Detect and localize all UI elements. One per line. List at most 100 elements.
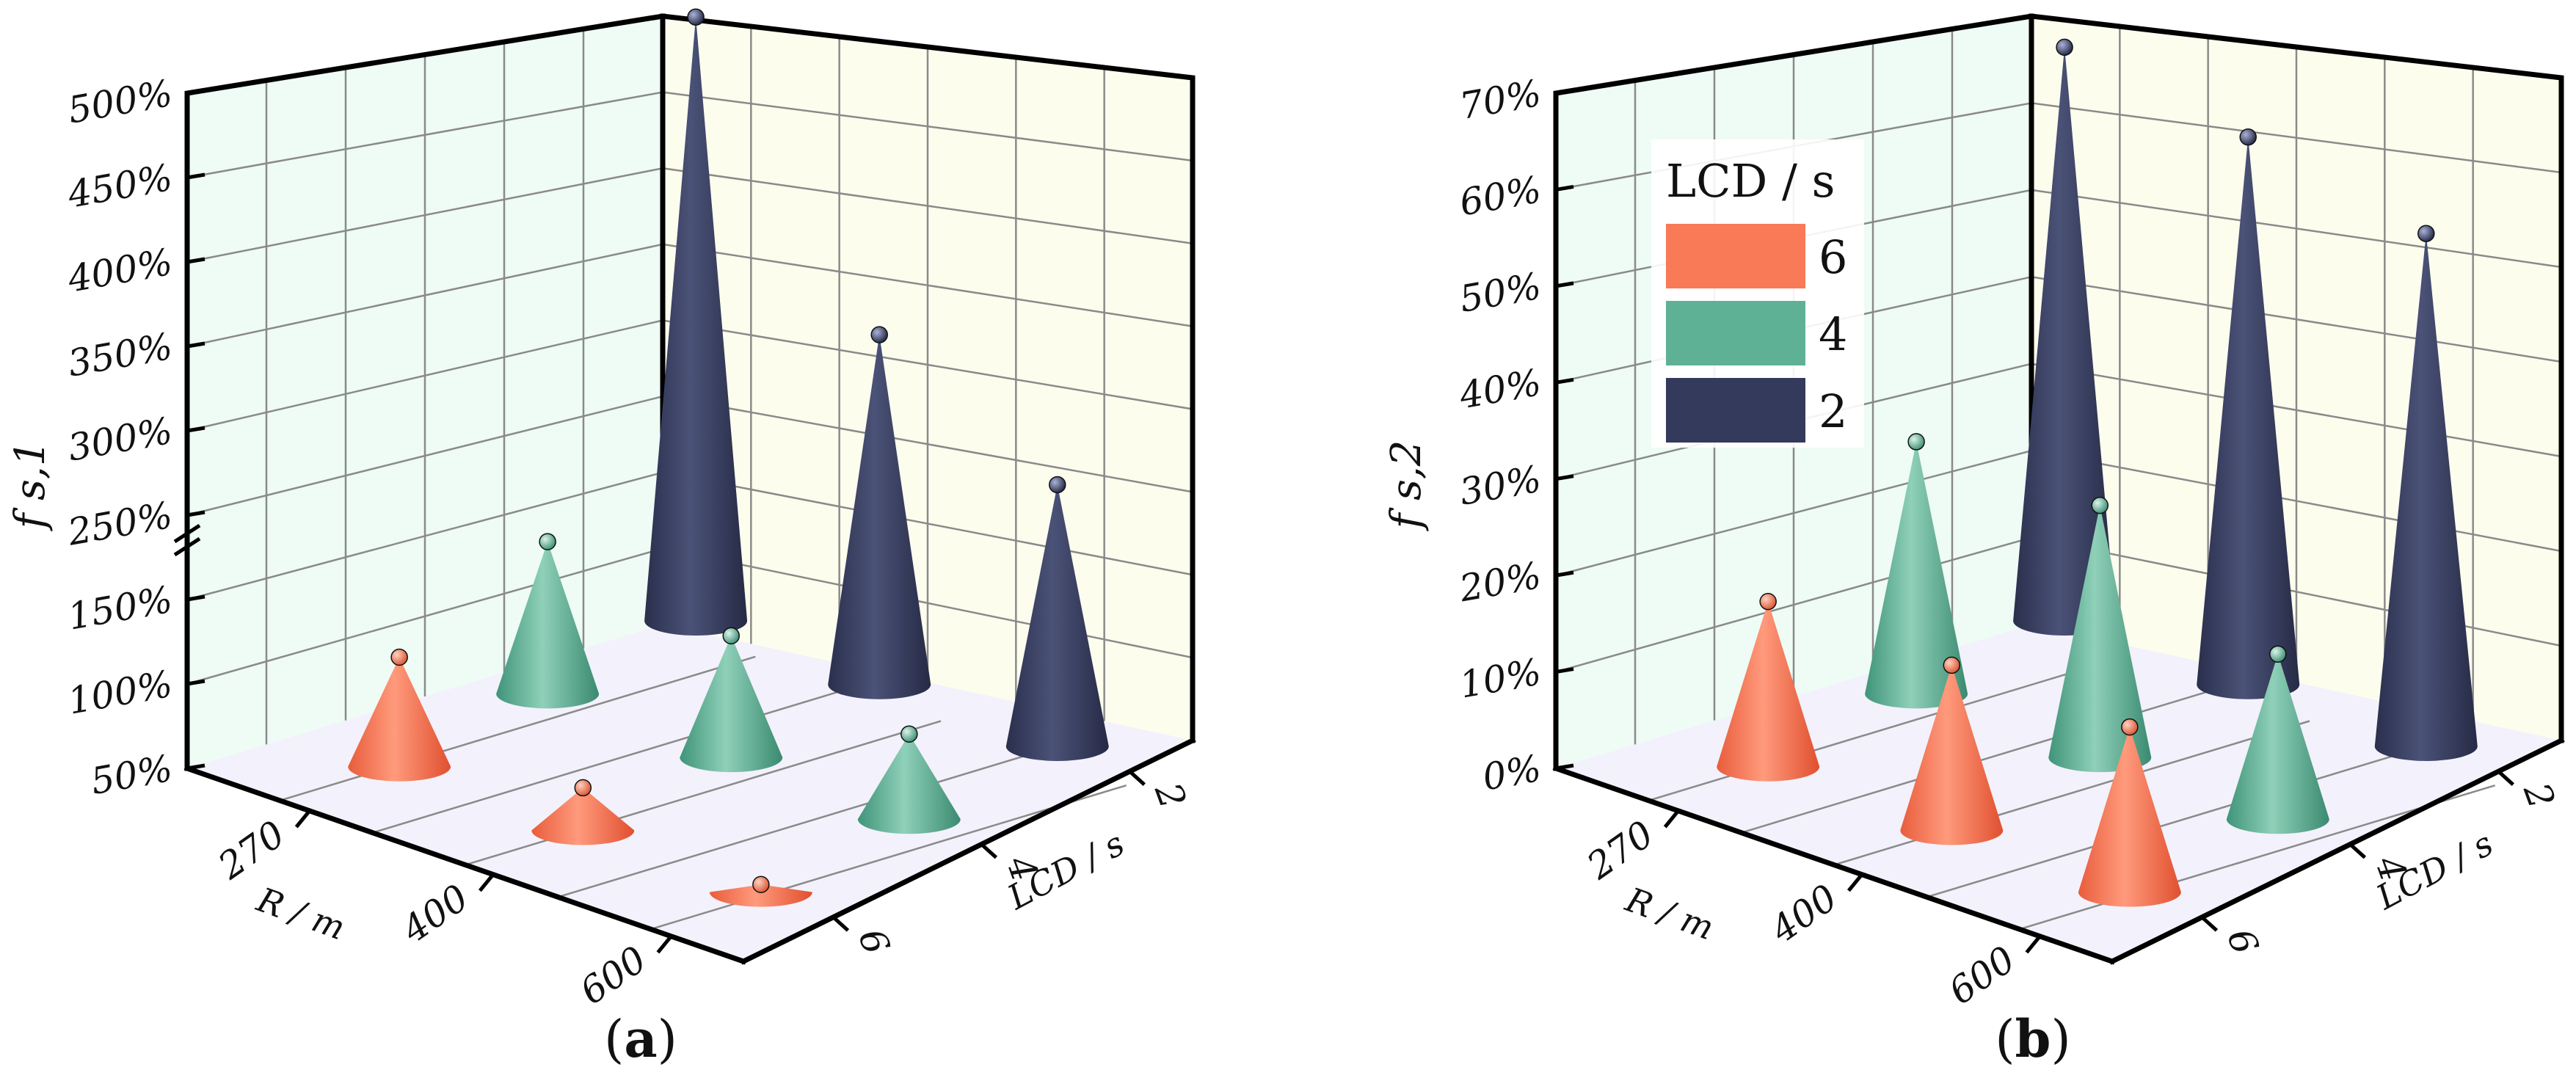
cone-body <box>2226 654 2329 834</box>
cone-lcd6-r270 <box>348 648 451 782</box>
cone-tip-sphere <box>1759 592 1777 611</box>
cone-body <box>2048 505 2152 773</box>
cone-lcd4-r600 <box>2226 645 2329 834</box>
z-tick-mark <box>186 341 205 349</box>
panel-a-label: (a) <box>604 1008 677 1069</box>
r-tick-label: 600 <box>572 938 654 1013</box>
cone-lcd4-r600 <box>857 725 961 834</box>
z-tick-label: 350% <box>65 325 175 385</box>
floor-gridline <box>1926 752 2403 898</box>
cone-body <box>1717 601 1820 782</box>
floor-gridline <box>1648 655 2125 802</box>
floor-gridline <box>1833 720 2310 866</box>
panel-a-z-tick-labels: 50% 100% 150% 250% 300% 350% 400% 450% 500% <box>64 72 205 803</box>
cone-tip-sphere <box>2056 38 2073 57</box>
z-tick-mark <box>186 172 205 180</box>
z-tick-label: 60% <box>1457 168 1545 224</box>
lcd-tick-mark <box>1128 770 1146 786</box>
lcd-tick-mark <box>980 842 998 859</box>
z-tick-mark <box>186 510 205 517</box>
cone-lcd2-r600 <box>1005 476 1109 761</box>
z-tick-mark <box>186 763 205 771</box>
r-tick-mark <box>1663 809 1680 829</box>
panel-a: 50% 100% 150% 250% 300% 350% 400% 450% 500% 270 4… <box>7 8 1196 1069</box>
cone-lcd4-r270 <box>496 533 600 709</box>
cone-lcd2-r400 <box>828 326 931 699</box>
panel-a-axis-break <box>173 523 201 557</box>
lcd-tick-mark <box>2200 915 2219 932</box>
z-tick-mark <box>1555 667 1574 674</box>
panel-b-floor <box>1556 625 2561 961</box>
z-tick-mark <box>1555 763 1574 771</box>
cone-lcd6-r600 <box>2078 718 2181 907</box>
floor-gridline <box>557 752 1034 898</box>
panel-b-r-axis-label: R / m <box>1620 879 1720 947</box>
z-tick-label: 50% <box>1457 265 1545 321</box>
z-tick-mark <box>186 594 205 602</box>
cone-body <box>2374 233 2478 761</box>
z-tick-label: 20% <box>1456 554 1545 611</box>
z-tick-label: 300% <box>65 410 175 470</box>
z-tick-label: 450% <box>64 156 175 216</box>
z-tick-label: 40% <box>1456 361 1545 418</box>
cone-lcd2-r600 <box>2374 225 2478 761</box>
legend-label-lcd2: 2 <box>1819 385 1847 438</box>
panel-a-lcd-tick-labels: 246 <box>832 770 1194 960</box>
z-tick-mark <box>186 257 205 264</box>
r-tick-label: 270 <box>1579 812 1661 888</box>
cone-tip-sphere <box>752 876 770 893</box>
cone-tip-sphere <box>2091 496 2109 514</box>
panel-a-cones <box>348 8 1109 907</box>
z-tick-label: 30% <box>1457 457 1545 513</box>
z-tick-mark <box>186 426 205 433</box>
cone-lcd6-r400 <box>1900 656 2004 845</box>
z-tick-label: 100% <box>65 663 175 723</box>
cone-body <box>828 335 931 699</box>
z-tick-label: 70% <box>1457 72 1545 128</box>
lcd-tick-mark <box>832 915 850 932</box>
cone-body <box>2078 727 2181 907</box>
cone-tip-sphere <box>1907 433 1925 451</box>
cone-body <box>857 734 961 834</box>
cone-lcd4-r400 <box>680 627 783 773</box>
r-tick-mark <box>656 935 673 954</box>
panel-a-floor <box>187 625 1193 961</box>
cone-tip-sphere <box>2269 645 2287 663</box>
z-tick-mark <box>1555 474 1574 481</box>
cone-lcd2-r270 <box>644 8 748 636</box>
z-tick-mark <box>1555 281 1574 288</box>
cone-tip-sphere <box>722 627 741 645</box>
cone-body <box>1005 484 1109 761</box>
lcd-tick-mark <box>2348 842 2367 859</box>
lcd-tick-label: 6 <box>850 923 898 960</box>
panel-a-z-axis-label: f s,1 <box>7 440 54 532</box>
z-tick-label: 0% <box>1480 747 1544 799</box>
r-tick-label: 270 <box>210 812 292 888</box>
cone-body <box>1865 441 1968 709</box>
cone-tip-sphere <box>1943 656 1961 674</box>
cone-tip-sphere <box>574 779 592 797</box>
z-tick-label: 10% <box>1457 650 1545 706</box>
cone-body <box>680 636 783 773</box>
lcd-tick-label: 6 <box>2219 923 2266 960</box>
cone-lcd4-r270 <box>1865 433 1968 709</box>
legend-swatch-lcd6 <box>1666 224 1805 288</box>
cone-lcd2-r400 <box>2197 128 2300 699</box>
floor-gridline <box>465 720 942 866</box>
z-tick-label: 500% <box>65 72 175 132</box>
cone-body <box>531 787 635 845</box>
cone-tip-sphere <box>390 648 408 666</box>
legend-label-lcd6: 6 <box>1819 230 1847 284</box>
panel-b-axes <box>1552 13 2565 965</box>
lcd-tick-label: 2 <box>2515 776 2564 814</box>
legend-swatch-lcd2 <box>1666 378 1805 443</box>
legend: LCD / s 6 4 2 <box>1651 139 1864 448</box>
cone-lcd2-r270 <box>2013 38 2117 636</box>
z-tick-mark <box>186 88 205 95</box>
legend-swatch-lcd4 <box>1666 301 1805 365</box>
cone-tip-sphere <box>900 725 918 743</box>
r-tick-mark <box>478 873 495 892</box>
cone-tip-sphere <box>1049 476 1066 494</box>
cone-tip-sphere <box>539 533 556 550</box>
